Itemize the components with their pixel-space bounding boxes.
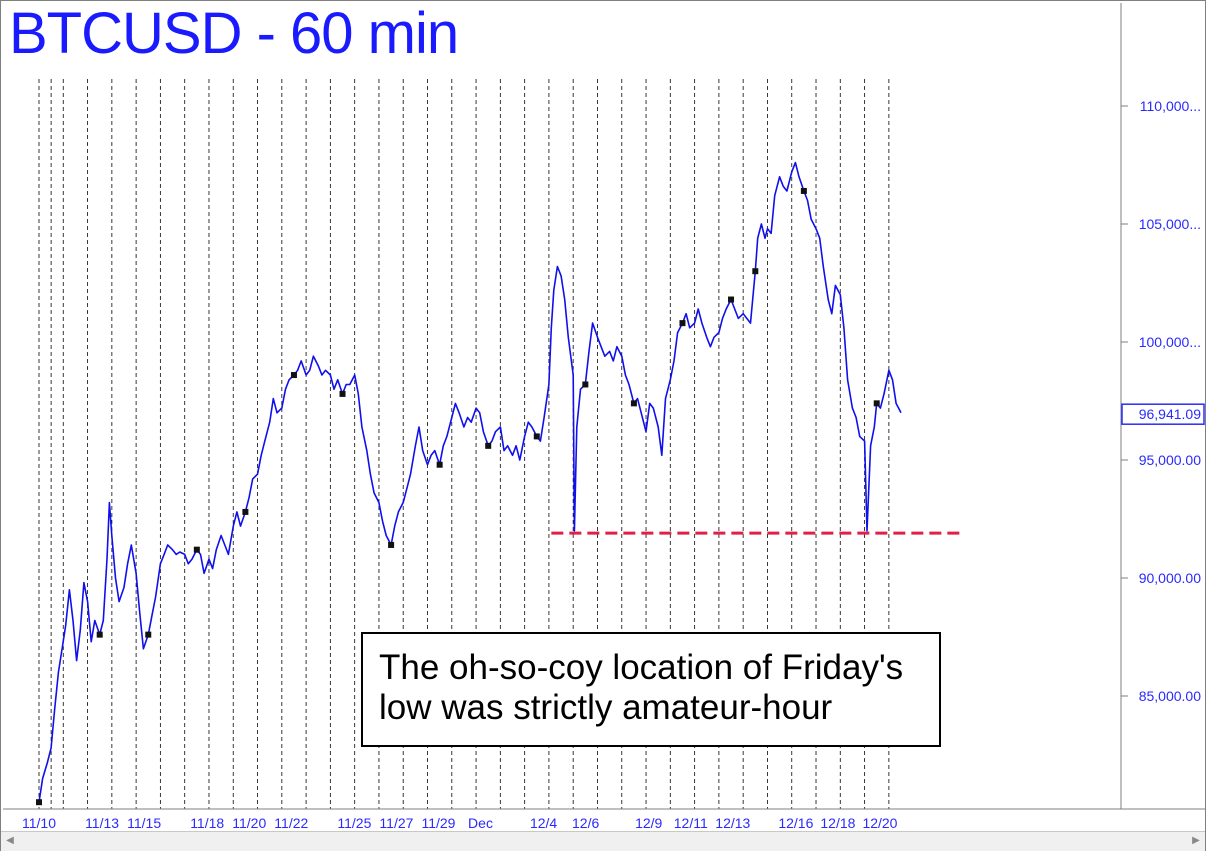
x-tick-label: Dec	[468, 815, 493, 831]
horizontal-scrollbar[interactable]: ◀ ▶	[1, 831, 1205, 851]
annotation-line-2: low was strictly amateur-hour	[379, 688, 833, 727]
last-price-label: 96,941.09	[1139, 406, 1201, 422]
x-tick-label: 12/16	[778, 815, 813, 831]
x-tick-label: 11/13	[85, 815, 119, 831]
annotation-box: The oh-so-coy location of Friday's low w…	[361, 632, 941, 747]
x-tick-label: 11/29	[421, 815, 455, 831]
session-marker	[485, 442, 492, 449]
x-tick-label: 11/15	[127, 815, 161, 831]
scroll-right-arrow-icon[interactable]: ▶	[1192, 835, 1200, 846]
session-marker	[436, 461, 443, 468]
y-tick-label: 100,000...	[1139, 334, 1201, 350]
x-tick-label: 11/27	[379, 815, 413, 831]
x-tick-label: 12/18	[820, 815, 855, 831]
x-tick-label: 11/10	[22, 815, 56, 831]
price-series-line	[38, 161, 902, 803]
session-marker	[242, 508, 249, 515]
x-tick-label: 11/25	[337, 815, 371, 831]
annotation-line-1: The oh-so-coy location of Friday's	[379, 648, 904, 687]
price-axis: 110,000... 105,000... 100,000... 95,000.00 9…	[1121, 98, 1201, 704]
y-tick-label: 85,000.00	[1139, 688, 1201, 704]
y-tick-label: 90,000.00	[1139, 570, 1201, 586]
session-marker	[290, 372, 297, 379]
time-axis: 11/10 11/13 11/15 11/18 11/20 11/22 11/25 11/27…	[22, 815, 898, 831]
x-tick-label: 12/4	[530, 815, 557, 831]
session-marker	[388, 541, 395, 548]
x-tick-label: 11/22	[274, 815, 308, 831]
session-markers	[36, 187, 880, 806]
vertical-gridlines	[38, 79, 890, 809]
scroll-left-arrow-icon[interactable]: ◀	[6, 835, 14, 846]
scrollbar-track[interactable]	[18, 834, 1178, 848]
session-marker	[193, 546, 200, 553]
session-marker	[873, 400, 880, 407]
session-marker	[630, 400, 637, 407]
session-marker	[679, 320, 686, 327]
session-marker	[339, 390, 346, 397]
y-tick-label: 105,000...	[1139, 216, 1201, 232]
x-tick-label: 12/6	[572, 815, 599, 831]
session-marker	[145, 631, 152, 638]
session-marker	[728, 296, 735, 303]
last-price-box: 96,941.09	[1121, 403, 1205, 425]
session-marker	[533, 433, 540, 440]
session-marker	[582, 381, 589, 388]
x-tick-label: 11/20	[232, 815, 266, 831]
session-marker	[96, 631, 103, 638]
x-tick-label: 12/9	[635, 815, 662, 831]
x-tick-label: 11/18	[190, 815, 224, 831]
session-marker	[800, 187, 807, 194]
chart-title: BTCUSD - 60 min	[9, 1, 459, 66]
x-tick-label: 12/13	[715, 815, 750, 831]
x-tick-label: 12/20	[862, 815, 897, 831]
x-tick-label: 12/11	[674, 815, 708, 831]
session-marker	[36, 799, 42, 806]
y-tick-label: 95,000.00	[1139, 452, 1201, 468]
session-marker	[752, 268, 759, 275]
y-tick-label: 110,000...	[1140, 98, 1201, 114]
